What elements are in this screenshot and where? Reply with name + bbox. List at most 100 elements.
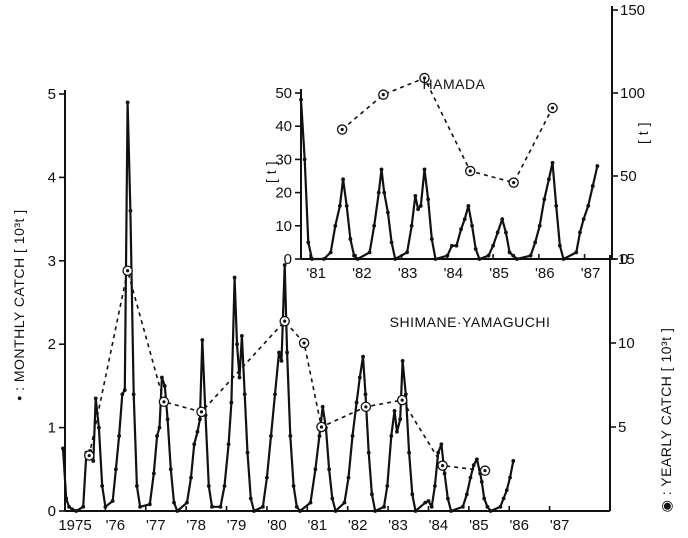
monthly-catch-point — [160, 376, 164, 380]
y-axis-label: • : MONTHLY CATCH [ 10³t ] — [11, 209, 27, 400]
y-tick-label: 4 — [48, 169, 56, 186]
yearly-catch-point-center — [341, 128, 344, 131]
monthly-catch-point — [430, 237, 434, 241]
monthly-catch-point — [265, 476, 269, 480]
monthly-catch-point — [466, 204, 470, 208]
monthly-catch-point — [175, 509, 179, 513]
monthly-catch-point — [166, 417, 170, 421]
monthly-catch-point — [591, 184, 595, 188]
monthly-catch-point — [321, 405, 325, 409]
monthly-catch-point — [426, 197, 430, 201]
monthly-catch-point — [158, 426, 162, 430]
monthly-catch-point — [246, 451, 250, 455]
monthly-catch-point — [382, 191, 386, 195]
monthly-catch-point — [227, 442, 231, 446]
x-tick-label: '76 — [106, 517, 126, 534]
monthly-catch-point — [298, 509, 302, 513]
monthly-catch-point — [380, 167, 384, 171]
monthly-catch-point — [97, 426, 101, 430]
monthly-catch-point — [395, 430, 399, 434]
y2-axis-label: ◉ : YEARLY CATCH [ 10³t ] — [658, 328, 674, 513]
monthly-catch-point — [169, 467, 173, 471]
monthly-catch-point — [529, 254, 533, 258]
monthly-catch-point — [309, 501, 313, 505]
monthly-catch-line — [301, 100, 597, 259]
monthly-catch-point — [352, 254, 356, 258]
x-tick-label: '87 — [581, 265, 601, 282]
x-tick-label: '77 — [146, 517, 166, 534]
monthly-catch-point — [461, 505, 465, 509]
monthly-catch-point — [347, 476, 351, 480]
yearly-catch-point-center — [364, 405, 367, 408]
monthly-catch-point — [551, 161, 555, 165]
y2-tick-label: 10 — [618, 335, 635, 352]
monthly-catch-point — [361, 355, 365, 359]
y-tick-label: 5 — [48, 86, 56, 103]
yearly-catch-point-center — [320, 425, 323, 428]
monthly-catch-point — [64, 497, 68, 501]
monthly-catch-point — [330, 497, 334, 501]
yearly-catch-point-center — [441, 464, 444, 467]
x-tick-label: '84 — [429, 517, 449, 534]
monthly-catch-point — [407, 451, 411, 455]
monthly-catch-point — [198, 417, 202, 421]
monthly-catch-point — [117, 434, 121, 438]
monthly-catch-point — [100, 484, 104, 488]
monthly-catch-point — [111, 499, 115, 503]
y-axis-label: [ t ] — [263, 161, 279, 183]
monthly-catch-point — [229, 401, 233, 405]
monthly-catch-point — [469, 476, 473, 480]
monthly-catch-point — [120, 392, 124, 396]
yearly-catch-line — [342, 78, 552, 183]
monthly-catch-point — [240, 334, 244, 338]
monthly-catch-point — [515, 257, 519, 261]
monthly-catch-point — [480, 480, 484, 484]
chart-annotation: SHIMANE·YAMAGUCHI — [390, 314, 551, 330]
monthly-catch-point — [364, 392, 368, 396]
monthly-catch-point — [341, 177, 345, 181]
x-tick-label: '82 — [348, 517, 368, 534]
yearly-catch-point-center — [512, 181, 515, 184]
monthly-catch-point — [348, 237, 352, 241]
yearly-catch-point-center — [401, 399, 404, 402]
monthly-catch-point — [280, 359, 284, 363]
monthly-catch-point — [338, 204, 342, 208]
monthly-catch-point — [238, 376, 242, 380]
monthly-catch-point — [135, 484, 139, 488]
y-tick-label: 10 — [275, 218, 292, 235]
yearly-catch-point-center — [483, 469, 486, 472]
monthly-catch-point — [355, 401, 359, 405]
monthly-catch-point — [373, 509, 377, 513]
monthly-catch-point — [81, 505, 85, 509]
monthly-catch-point — [459, 227, 463, 231]
yearly-catch-point-center — [382, 93, 385, 96]
y-tick-label: 50 — [275, 85, 292, 102]
monthly-catch-point — [554, 204, 558, 208]
monthly-catch-point — [491, 244, 495, 248]
monthly-catch-point — [574, 250, 578, 254]
monthly-catch-point — [475, 457, 479, 461]
monthly-catch-point — [61, 447, 65, 451]
monthly-catch-point — [207, 484, 211, 488]
monthly-catch-point — [419, 204, 423, 208]
monthly-catch-point — [398, 417, 402, 421]
monthly-catch-point — [423, 501, 427, 505]
monthly-catch-point — [443, 472, 447, 476]
monthly-catch-point — [152, 472, 156, 476]
monthly-catch-point — [223, 484, 227, 488]
monthly-catch-point — [423, 167, 427, 171]
x-tick-label: '85 — [489, 265, 509, 282]
monthly-catch-point — [446, 497, 450, 501]
yearly-catch-point-center — [283, 320, 286, 323]
x-tick-label: '86 — [535, 265, 555, 282]
monthly-catch-point — [595, 164, 599, 168]
monthly-catch-point — [235, 342, 239, 346]
monthly-catch-point — [542, 197, 546, 201]
y2-tick-label: 0 — [620, 251, 628, 268]
x-tick-label: '82 — [352, 265, 372, 282]
monthly-catch-point — [306, 241, 310, 245]
monthly-catch-point — [285, 351, 289, 355]
monthly-catch-point — [434, 257, 438, 261]
monthly-catch-point — [547, 177, 551, 181]
x-tick-label: '79 — [227, 517, 247, 534]
